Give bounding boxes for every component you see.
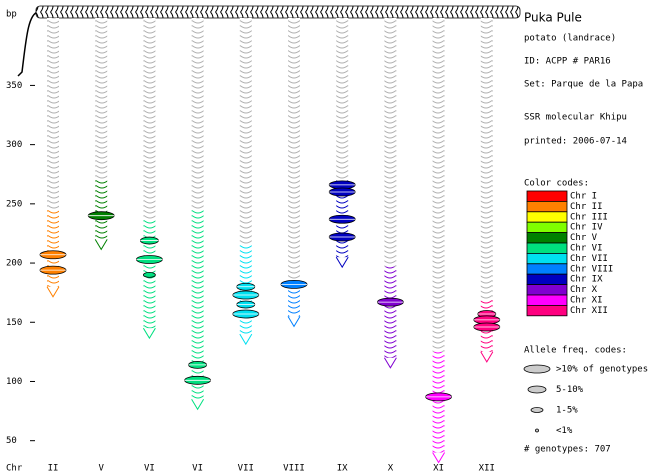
x-tick-label: VI [144, 464, 155, 472]
legend-swatch [527, 295, 567, 305]
freq-label: >10% of genotypes [556, 365, 648, 375]
cord-tail [95, 239, 107, 249]
legend-label: Chr V [570, 233, 598, 243]
x-tick-label: IX [337, 464, 348, 472]
cord-segment [192, 210, 204, 399]
x-tick-label: V [98, 464, 104, 472]
freq-label: <1% [556, 426, 573, 436]
freq-symbol [524, 365, 550, 373]
freq-label: 1-5% [556, 406, 578, 416]
legend-label: Chr VII [570, 254, 608, 264]
cord-gray [47, 18, 59, 210]
cord-segment [47, 210, 59, 287]
x-tick-label: X [388, 464, 394, 472]
legend-swatch [527, 233, 567, 243]
cord-gray [384, 18, 396, 267]
freq-symbol [528, 386, 546, 393]
color-codes-title: Color codes: [524, 179, 589, 189]
cord-segment [433, 352, 445, 453]
info-id: ID: ACPP # PAR16 [524, 57, 611, 67]
cord-tail [336, 257, 348, 267]
freq-symbol [536, 429, 539, 432]
cord-tail [384, 358, 396, 368]
legend-label: Chr XII [570, 306, 608, 316]
freq-symbol [531, 408, 543, 413]
x-tick-label: VIII [283, 464, 305, 472]
legend-label: Chr VI [570, 244, 603, 254]
cord-gray [240, 18, 252, 245]
cord-tail [143, 328, 155, 338]
y-axis-label: bp [6, 10, 17, 20]
legend-swatch [527, 305, 567, 315]
legend-swatch [527, 243, 567, 253]
khipu-chart: bp Chr Puka Pule potato (landrace) ID: A… [0, 0, 672, 472]
info-method: SSR molecular Khipu [524, 113, 627, 123]
legend-swatch [527, 191, 567, 201]
legend-label: Chr X [570, 285, 598, 295]
cord-gray [288, 18, 300, 281]
y-tick-label: 150 [6, 318, 22, 328]
legend-label: Chr IV [570, 223, 603, 233]
cord-gray [143, 18, 155, 219]
y-tick-label: 250 [6, 199, 22, 209]
legend-swatch [527, 285, 567, 295]
cord-tail [433, 453, 445, 463]
x-tick-label: II [48, 464, 59, 472]
legend-swatch [527, 201, 567, 211]
legend-swatch [527, 253, 567, 263]
legend-label: Chr XI [570, 296, 603, 306]
legend-swatch [527, 264, 567, 274]
top-rope [36, 6, 520, 18]
cord-gray [95, 18, 107, 180]
genotype-count: # genotypes: 707 [524, 445, 611, 455]
freq-codes-title: Allele freq. codes: [524, 346, 627, 356]
info-set: Set: Parque de la Papa [524, 80, 643, 90]
cord-tail [47, 287, 59, 297]
freq-label: 5-10% [556, 385, 584, 395]
cord-segment [95, 180, 107, 239]
legend-label: Chr VIII [570, 264, 613, 274]
legend-label: Chr III [570, 212, 608, 222]
cord-tail [288, 316, 300, 326]
y-tick-label: 300 [6, 140, 22, 150]
legend-label: Chr I [570, 192, 597, 202]
y-tick-label: 100 [6, 377, 22, 387]
legend-swatch [527, 274, 567, 284]
x-tick-label: VI [192, 464, 203, 472]
y-tick-label: 200 [6, 259, 22, 269]
cord-gray [481, 18, 493, 299]
rope-hook [18, 12, 38, 76]
info-title: Puka Pule [524, 11, 582, 25]
legend-swatch [527, 222, 567, 232]
x-tick-label: XII [479, 464, 495, 472]
cord-segment [384, 267, 396, 358]
y-tick-label: 350 [6, 81, 22, 91]
legend-swatch [527, 212, 567, 222]
cord-tail [192, 399, 204, 409]
info-subtitle: potato (landrace) [524, 34, 616, 44]
info-printed: printed: 2006-07-14 [524, 137, 627, 147]
cord-gray [433, 18, 445, 352]
cord-gray [192, 18, 204, 210]
x-tick-label: XI [433, 464, 444, 472]
legend-label: Chr IX [570, 275, 603, 285]
x-axis-label: Chr [6, 464, 23, 472]
allele [143, 272, 155, 277]
y-tick-label: 50 [6, 436, 17, 446]
cord-tail [481, 352, 493, 362]
cord-gray [336, 18, 348, 180]
x-tick-label: VII [238, 464, 254, 472]
cord-tail [240, 334, 252, 344]
legend-label: Chr II [570, 202, 603, 212]
